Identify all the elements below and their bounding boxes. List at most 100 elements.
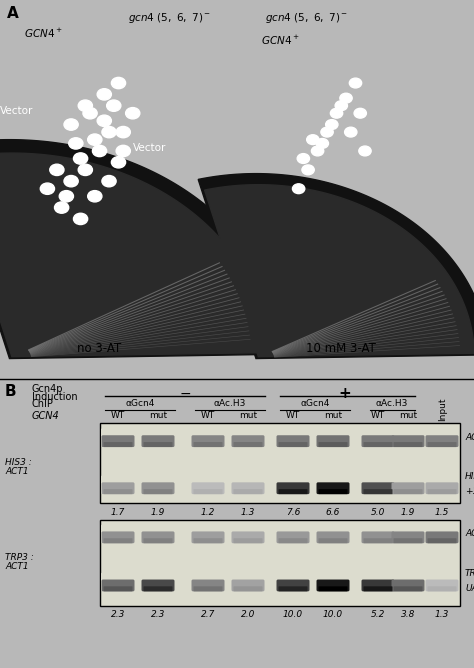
Text: αGcn4: αGcn4: [301, 399, 330, 408]
Circle shape: [302, 165, 314, 175]
FancyBboxPatch shape: [316, 476, 350, 494]
FancyBboxPatch shape: [392, 482, 425, 494]
Text: Input: Input: [438, 397, 447, 421]
Text: mut: mut: [239, 411, 257, 420]
FancyBboxPatch shape: [316, 525, 350, 542]
FancyBboxPatch shape: [279, 489, 308, 494]
Circle shape: [111, 156, 126, 168]
FancyBboxPatch shape: [234, 442, 263, 447]
FancyBboxPatch shape: [364, 538, 392, 543]
FancyBboxPatch shape: [393, 489, 422, 494]
Circle shape: [335, 101, 347, 111]
Circle shape: [64, 176, 78, 187]
FancyBboxPatch shape: [428, 587, 456, 591]
Polygon shape: [198, 174, 474, 359]
FancyBboxPatch shape: [191, 580, 225, 591]
FancyBboxPatch shape: [193, 538, 222, 543]
Text: TRP3: TRP3: [465, 569, 474, 578]
FancyBboxPatch shape: [391, 476, 425, 494]
FancyBboxPatch shape: [361, 429, 395, 446]
FancyBboxPatch shape: [276, 476, 310, 494]
Circle shape: [292, 184, 305, 194]
FancyBboxPatch shape: [234, 538, 263, 543]
FancyBboxPatch shape: [391, 525, 425, 542]
FancyBboxPatch shape: [317, 580, 349, 591]
FancyBboxPatch shape: [144, 442, 173, 447]
FancyBboxPatch shape: [141, 429, 175, 446]
FancyBboxPatch shape: [144, 587, 173, 591]
Circle shape: [73, 213, 88, 224]
Polygon shape: [0, 140, 284, 359]
Text: WT: WT: [286, 411, 300, 420]
Text: mut: mut: [149, 411, 167, 420]
Text: 1.5: 1.5: [435, 508, 449, 516]
Circle shape: [307, 135, 319, 144]
FancyBboxPatch shape: [103, 442, 133, 447]
Text: Gcn4p: Gcn4p: [32, 385, 64, 394]
FancyBboxPatch shape: [103, 489, 133, 494]
FancyBboxPatch shape: [362, 580, 394, 591]
Polygon shape: [0, 153, 267, 357]
Text: 1.3: 1.3: [241, 508, 255, 516]
FancyBboxPatch shape: [392, 532, 425, 543]
Text: 10.0: 10.0: [323, 610, 343, 619]
Bar: [100, 422, 460, 502]
FancyBboxPatch shape: [316, 572, 350, 591]
FancyBboxPatch shape: [231, 572, 265, 591]
Text: HIS3: HIS3: [465, 472, 474, 481]
FancyBboxPatch shape: [361, 525, 395, 542]
Text: ACT1: ACT1: [465, 433, 474, 442]
Circle shape: [59, 190, 73, 202]
Text: 2.3: 2.3: [151, 610, 165, 619]
FancyBboxPatch shape: [279, 538, 308, 543]
FancyBboxPatch shape: [103, 587, 133, 591]
Text: GCN4: GCN4: [32, 411, 60, 422]
FancyBboxPatch shape: [191, 532, 225, 543]
Circle shape: [297, 154, 310, 164]
Circle shape: [340, 94, 352, 103]
FancyBboxPatch shape: [279, 587, 308, 591]
Circle shape: [111, 77, 126, 89]
Text: 2.3: 2.3: [111, 610, 125, 619]
Text: Vector: Vector: [0, 106, 33, 116]
Circle shape: [321, 127, 333, 137]
FancyBboxPatch shape: [142, 436, 174, 447]
FancyBboxPatch shape: [101, 572, 135, 591]
Text: ChIP: ChIP: [32, 399, 54, 409]
Text: 10.0: 10.0: [283, 610, 303, 619]
Text: WT: WT: [201, 411, 215, 420]
Text: Vector: Vector: [133, 144, 166, 154]
Text: $gcn4\ (5,\ 6,\ 7)^-$: $gcn4\ (5,\ 6,\ 7)^-$: [128, 11, 211, 25]
Text: 1.7: 1.7: [111, 508, 125, 516]
Text: mut: mut: [399, 411, 417, 420]
Text: 5.0: 5.0: [371, 508, 385, 516]
FancyBboxPatch shape: [191, 482, 225, 494]
Circle shape: [64, 119, 78, 130]
FancyBboxPatch shape: [426, 436, 458, 447]
FancyBboxPatch shape: [425, 476, 459, 494]
FancyBboxPatch shape: [361, 572, 395, 591]
Text: αAc.H3: αAc.H3: [376, 399, 408, 408]
Text: +1: +1: [465, 486, 474, 496]
Text: $GCN4^+$: $GCN4^+$: [261, 34, 299, 47]
FancyBboxPatch shape: [103, 538, 133, 543]
Text: $gcn4\ (5,\ 6,\ 7)^-$: $gcn4\ (5,\ 6,\ 7)^-$: [265, 11, 348, 25]
Circle shape: [55, 202, 69, 213]
FancyBboxPatch shape: [101, 436, 135, 447]
Circle shape: [97, 89, 111, 100]
Text: 1.2: 1.2: [201, 508, 215, 516]
Text: A: A: [7, 5, 19, 21]
FancyBboxPatch shape: [193, 442, 222, 447]
Text: 2.7: 2.7: [201, 610, 215, 619]
FancyBboxPatch shape: [191, 476, 225, 494]
FancyBboxPatch shape: [425, 525, 459, 542]
Circle shape: [88, 190, 102, 202]
FancyBboxPatch shape: [142, 482, 174, 494]
FancyBboxPatch shape: [319, 587, 347, 591]
FancyBboxPatch shape: [141, 525, 175, 542]
FancyBboxPatch shape: [191, 572, 225, 591]
Circle shape: [359, 146, 371, 156]
Text: Induction: Induction: [32, 392, 78, 402]
Text: ACT1: ACT1: [5, 467, 28, 476]
FancyBboxPatch shape: [231, 476, 265, 494]
